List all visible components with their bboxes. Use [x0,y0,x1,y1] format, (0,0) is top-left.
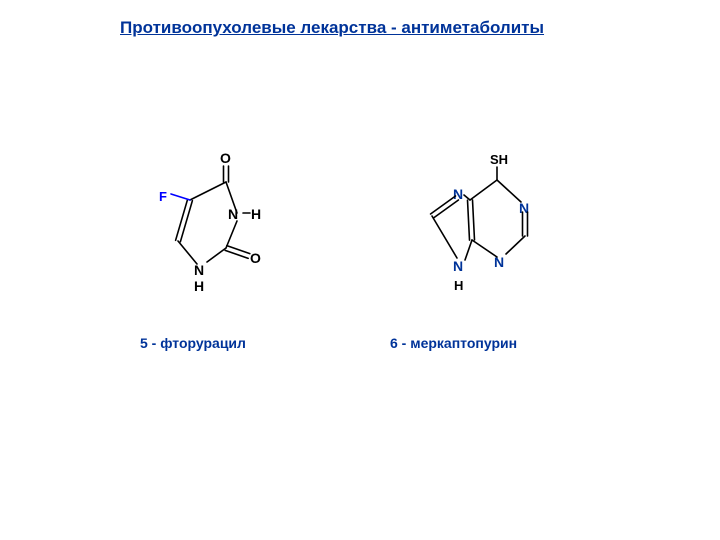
bonds-layer [0,0,720,540]
